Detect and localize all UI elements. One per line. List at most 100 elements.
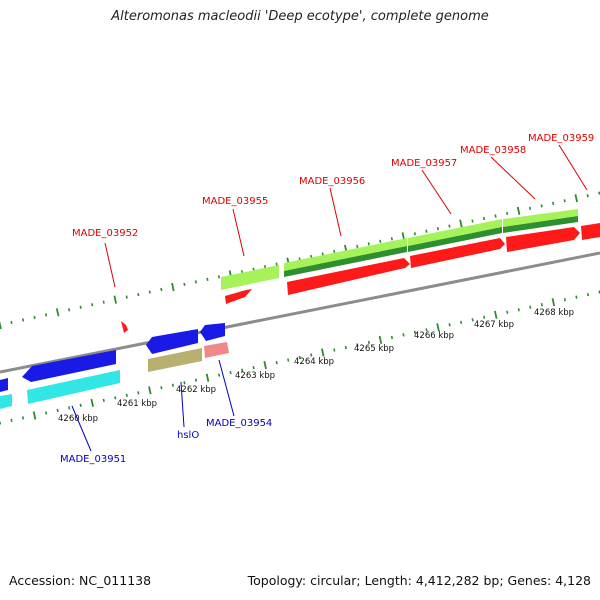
scale-tick (506, 211, 509, 216)
scale-tick (206, 277, 209, 281)
gene-made-03954-pink[interactable] (204, 342, 229, 358)
scale-tick (402, 333, 405, 337)
scale-tick (183, 381, 186, 385)
scale-tick (483, 315, 486, 319)
scale-tick (529, 305, 532, 309)
scale-tick (563, 199, 566, 203)
gene-red-1[interactable] (225, 289, 252, 304)
gene-hslo-olive[interactable] (148, 348, 202, 372)
gene-made-03957-darkgreen[interactable] (408, 227, 502, 252)
label-made-03955[interactable]: MADE_03955 (202, 196, 268, 207)
forward-strand-genes (121, 209, 600, 333)
scale-tick (113, 295, 117, 304)
gene-made-03958-darkgreen[interactable] (503, 216, 578, 233)
scale-tick (91, 303, 94, 307)
leader-made-03956 (329, 187, 342, 237)
gene-made-03955-lime[interactable] (221, 265, 279, 290)
scale-tick (333, 348, 336, 352)
scale-tick (90, 398, 94, 407)
gene-made-03952-marker[interactable] (121, 321, 128, 333)
scale-tick (275, 262, 278, 266)
gene-made-03956-lime[interactable] (284, 238, 407, 271)
leader-made-03952 (104, 242, 116, 288)
reverse-strand-genes (0, 323, 229, 409)
scale-tick (125, 295, 128, 299)
label-made-03957[interactable]: MADE_03957 (391, 158, 457, 169)
scale-tick (125, 393, 128, 397)
scale-tick (413, 330, 417, 335)
scale-tick (494, 310, 498, 319)
scale-tick (586, 293, 590, 297)
gene-made-03951-blue[interactable] (22, 350, 116, 382)
gene-blue-left-edge[interactable] (0, 378, 8, 392)
scale-tick (586, 194, 589, 198)
label-made-03951[interactable]: MADE_03951 (60, 454, 126, 465)
leader-made-03951 (71, 405, 92, 452)
gene-red-5[interactable] (581, 223, 600, 240)
scale-tick (367, 242, 370, 246)
scale-tick (459, 219, 463, 228)
scale-tick (68, 406, 71, 410)
label-made-03958[interactable]: MADE_03958 (460, 145, 526, 156)
scale-tick (10, 418, 13, 423)
gene-made-03958-lime[interactable] (503, 209, 578, 227)
scale-tick (551, 298, 556, 307)
gene-made-03951-cyan[interactable] (27, 370, 120, 404)
scale-tick (471, 219, 474, 223)
scale-tick (540, 204, 543, 208)
scale-tick (241, 368, 244, 372)
scale-tick (10, 320, 13, 325)
gene-hslo-blue[interactable] (146, 329, 198, 354)
label-hslo[interactable]: hslO (177, 430, 199, 441)
scale-tick (298, 355, 301, 360)
scale-tick (79, 403, 82, 407)
scale-label: 4265 kbp (354, 344, 394, 354)
gene-red-4[interactable] (506, 227, 580, 252)
leader-made-03959 (558, 144, 588, 191)
leader-lines (71, 144, 588, 452)
scale-tick (517, 308, 520, 312)
label-made-03954[interactable]: MADE_03954 (206, 418, 272, 429)
scale-tick (263, 361, 267, 370)
gene-red-2[interactable] (287, 258, 410, 295)
scale-tick (137, 391, 140, 395)
scale-tick (0, 320, 2, 330)
label-made-03952[interactable]: MADE_03952 (72, 228, 138, 239)
scale-tick (598, 191, 600, 195)
scale-tick (471, 318, 474, 322)
scale-tick (367, 340, 370, 345)
scale-tick (275, 360, 278, 365)
label-made-03959[interactable]: MADE_03959 (528, 133, 594, 144)
scale-tick (171, 383, 174, 387)
scale-tick (378, 335, 383, 344)
genome-backbone (0, 251, 600, 374)
gene-made-03957-lime[interactable] (408, 219, 502, 246)
scale-tick (344, 345, 347, 350)
gene-made-03956-darkgreen[interactable] (284, 246, 407, 277)
gene-red-3[interactable] (410, 238, 505, 268)
scale-label: 4267 kbp (474, 320, 514, 330)
map-title: Alteromonas macleodii 'Deep ecotype', co… (111, 9, 489, 24)
scale-tick (183, 282, 186, 287)
scale-tick (436, 227, 439, 231)
scale-label: 4268 kbp (534, 308, 574, 318)
gene-cyan-left-edge[interactable] (0, 394, 12, 409)
scale-label: 4262 kbp (176, 385, 216, 395)
scale-tick (448, 323, 451, 327)
scale-tick (171, 282, 175, 292)
scale-tick (32, 411, 37, 420)
leader-made-03955 (232, 208, 245, 257)
scale-tick (356, 244, 359, 249)
scale-tick (194, 280, 197, 284)
scale-tick (194, 378, 198, 382)
leader-made-03957 (421, 169, 452, 215)
scale-label: 4261 kbp (117, 399, 157, 409)
scale-tick (287, 358, 290, 362)
scale-tick (460, 320, 463, 324)
scale-tick (390, 237, 393, 241)
scale-tick (574, 194, 578, 203)
scale-tick (229, 371, 232, 375)
label-made-03956[interactable]: MADE_03956 (299, 176, 365, 187)
gene-blue-small[interactable] (200, 323, 225, 341)
